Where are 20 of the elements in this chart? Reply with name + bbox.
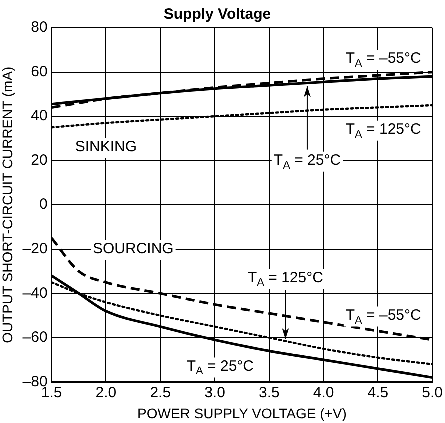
y-tick-label: 60 [31,63,48,80]
y-tick-label: 40 [31,108,48,125]
y-axis-title: OUTPUT SHORT-CIRCUIT CURRENT (mA) [0,66,16,344]
y-tick-label: –20 [22,240,48,258]
x-tick-label: 3.5 [258,384,280,402]
x-tick-label: 3.0 [204,384,226,402]
x-tick-label: 5.0 [422,384,444,402]
y-tick-label: –60 [22,329,48,346]
y-tick-label: 80 [31,19,48,36]
x-tick-label: 2.5 [150,384,172,402]
x-axis-title: POWER SUPPLY VOLTAGE (+V) [137,405,347,422]
annotation: SOURCING [92,240,174,258]
x-tick-label: 4.5 [368,384,389,402]
y-tick-label: –40 [22,284,48,302]
y-tick-label: 0 [39,196,48,214]
annotation: SINKING [75,138,138,156]
y-tick-label: 20 [31,152,48,169]
x-tick-label: 2.0 [96,384,117,402]
chart-title: Supply Voltage [164,6,272,24]
x-tick-label: 4.0 [313,384,334,402]
